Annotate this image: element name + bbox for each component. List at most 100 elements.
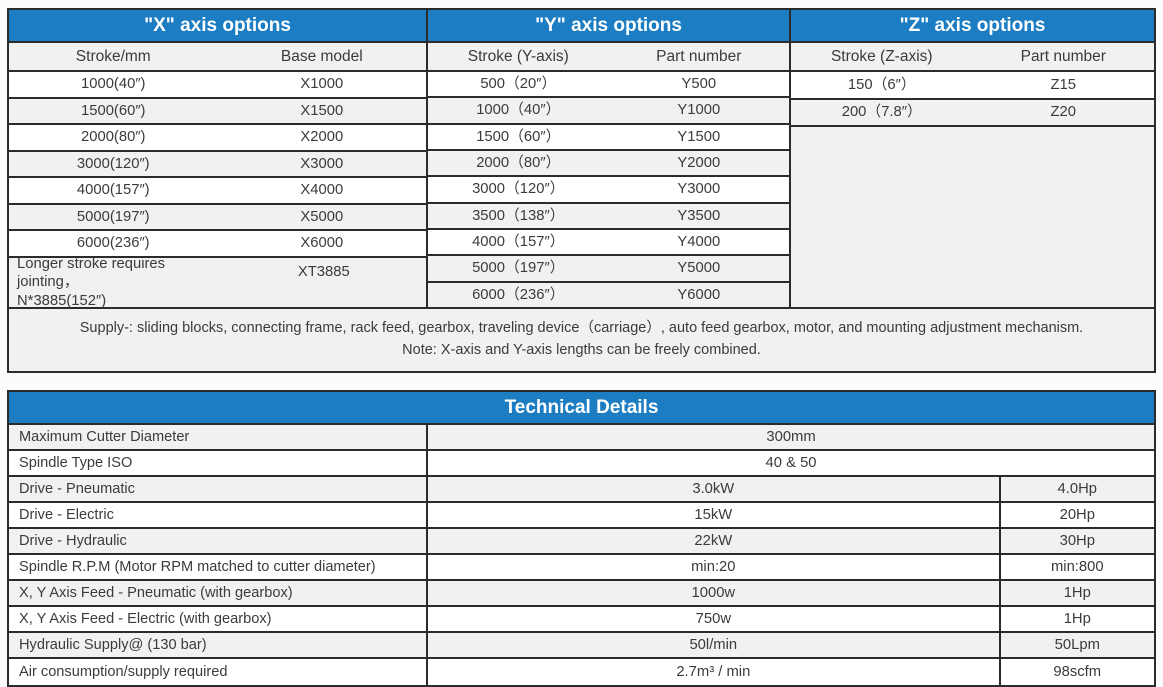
part-number-cell: Y3000 — [677, 181, 721, 198]
column-header-stroke: Stroke/mm — [75, 47, 151, 65]
tech-value-imperial: 50Lpm — [1054, 637, 1100, 653]
axis-row: 200（7.8″） Z20 — [791, 99, 1154, 128]
technical-details-title: Technical Details — [9, 392, 1154, 425]
stroke-cell: 2000（80″） — [476, 154, 561, 171]
part-number-cell: X6000 — [300, 235, 344, 252]
z-axis-options-table: "Z" axis options Stroke (Z-axis) Part nu… — [791, 10, 1154, 308]
tech-label: X, Y Axis Feed - Pneumatic (with gearbox… — [9, 581, 429, 605]
tech-value-metric: 15kW — [428, 503, 1001, 527]
tech-value-metric: 2.7m³ / min — [428, 659, 1001, 685]
tech-label: Drive - Pneumatic — [9, 477, 429, 501]
tech-row: X, Y Axis Feed - Pneumatic (with gearbox… — [9, 581, 1154, 607]
part-number-cell: Y1000 — [677, 102, 721, 119]
stroke-cell: 6000(236″) — [76, 235, 150, 252]
column-header-stroke: Stroke (Z-axis) — [830, 47, 933, 65]
axis-row: 3000（120″） Y3000 — [428, 177, 790, 204]
part-number-cell: X1500 — [300, 102, 344, 119]
part-number-cell: Y1500 — [677, 128, 721, 145]
axis-row: 1000（40″） Y1000 — [428, 98, 790, 125]
tech-value-imperial: min:800 — [1050, 559, 1104, 575]
part-number-cell: Y5000 — [677, 260, 721, 277]
tech-value-imperial: 20Hp — [1059, 507, 1095, 523]
stroke-cell: 5000（197″） — [472, 260, 565, 277]
tech-value-metric: 3.0kW — [428, 477, 1001, 501]
part-number-cell: Y3500 — [677, 207, 721, 224]
tech-value-metric: 1000w — [428, 581, 1001, 605]
axis-row: 1500(60″) X1500 — [9, 98, 427, 126]
stroke-cell: 150（6″） — [847, 76, 916, 93]
stroke-cell: 1500（60″） — [476, 128, 561, 145]
z-axis-column-header-row: Stroke (Z-axis) Part number — [791, 43, 1154, 72]
tech-value-imperial: 98scfm — [1053, 664, 1102, 680]
technical-details-section: Technical Details Maximum Cutter Diamete… — [7, 390, 1156, 687]
y-axis-column-header-row: Stroke (Y-axis) Part number — [428, 43, 790, 72]
tech-row: Drive - Electric 15kW 20Hp — [9, 503, 1154, 529]
axis-row: 3000(120″) X3000 — [9, 151, 427, 179]
y-axis-options-table: "Y" axis options Stroke (Y-axis) Part nu… — [428, 10, 792, 307]
tech-row: Air consumption/supply required 2.7m³ / m… — [9, 659, 1154, 685]
technical-details-rows: Maximum Cutter Diameter 300mm Spindle Type… — [9, 425, 1154, 685]
part-number-cell: Y4000 — [677, 233, 721, 250]
tech-value-metric: 750w — [428, 607, 1001, 631]
tech-row: Drive - Hydraulic 22kW 30Hp — [9, 529, 1154, 555]
stroke-cell: 3000(120″) — [76, 155, 150, 172]
tech-label: Air consumption/supply required — [9, 659, 429, 685]
tech-label: Hydraulic Supply@ (130 bar) — [9, 633, 429, 657]
axis-options-grid: "X" axis options Stroke/mm Base model 10… — [9, 10, 1154, 309]
part-number-cell: X2000 — [300, 129, 344, 146]
stroke-cell: 6000（236″） — [472, 286, 565, 303]
supply-note: Supply-: sliding blocks, connecting fram… — [9, 309, 1154, 371]
x-axis-rows: 1000(40″) X1000 1500(60″) X1500 2000(80″) X20… — [9, 72, 427, 309]
axis-row: 3500（138″） Y3500 — [428, 203, 790, 230]
empty-filler — [791, 127, 1154, 308]
supply-note-line2: Note: X-axis and Y-axis lengths can be f… — [402, 342, 761, 358]
stroke-cell: 4000（157″） — [472, 233, 565, 250]
y-axis-table-title: "Y" axis options — [428, 10, 790, 43]
part-number-cell: X3000 — [300, 155, 344, 172]
part-number-cell: XT3885 — [297, 263, 350, 280]
column-header-stroke: Stroke (Y-axis) — [467, 47, 569, 65]
stroke-cell: 1000（40″） — [476, 102, 561, 119]
stroke-cell: 4000(157″) — [76, 182, 150, 199]
tech-label: X, Y Axis Feed - Electric (with gearbox) — [9, 607, 429, 631]
part-number-cell: X4000 — [300, 182, 344, 199]
tech-value-metric: 50l/min — [428, 633, 1001, 657]
axis-row: 2000(80″) X2000 — [9, 125, 427, 152]
tech-label: Spindle R.P.M (Motor RPM matched to cutt… — [9, 555, 429, 579]
column-header-base-model: Base model — [280, 47, 363, 65]
tech-row: Maximum Cutter Diameter 300mm — [9, 425, 1154, 451]
axis-row: 1500（60″） Y1500 — [428, 124, 790, 151]
part-number-cell: Y500 — [681, 75, 717, 92]
y-axis-rows: 500（20″） Y500 1000（40″） Y1000 1500（60″） Y1500… — [428, 72, 790, 307]
stroke-cell: Longer stroke requires jointing， N*3885(… — [17, 255, 166, 309]
tech-label: Maximum Cutter Diameter — [9, 425, 429, 449]
tech-row: Spindle Type ISO 40 & 50 — [9, 451, 1154, 477]
axis-row: 500（20″） Y500 — [428, 72, 790, 99]
axis-row: 5000（197″） Y5000 — [428, 256, 790, 283]
part-number-cell: X1000 — [300, 76, 344, 93]
axis-options-section: "X" axis options Stroke/mm Base model 10… — [7, 8, 1156, 373]
tech-row: Drive - Pneumatic 3.0kW 4.0Hp — [9, 477, 1154, 503]
part-number-cell: Z15 — [1050, 76, 1077, 93]
stroke-cell: 1500(60″) — [81, 102, 146, 119]
z-axis-table-title: "Z" axis options — [791, 10, 1154, 43]
stroke-cell: 3500（138″） — [472, 207, 565, 224]
x-axis-table-title: "X" axis options — [9, 10, 427, 43]
column-header-part-number: Part number — [1020, 47, 1106, 65]
tech-value: 40 & 50 — [765, 455, 817, 471]
x-axis-column-header-row: Stroke/mm Base model — [9, 43, 427, 72]
axis-row: 5000(197″) X5000 — [9, 204, 427, 232]
axis-row: 2000（80″） Y2000 — [428, 150, 790, 178]
stroke-cell: 200（7.8″） — [841, 104, 922, 121]
axis-row: Longer stroke requires jointing， N*3885(… — [9, 255, 427, 309]
tech-value-metric: 22kW — [428, 529, 1001, 553]
axis-row: 6000（236″） Y6000 — [428, 282, 790, 307]
part-number-cell: X5000 — [300, 208, 344, 225]
supply-note-line1: Supply-: sliding blocks, connecting fram… — [79, 320, 1084, 337]
z-axis-rows: 150（6″） Z15 200（7.8″） Z20 — [791, 72, 1154, 308]
part-number-cell: Y2000 — [677, 154, 721, 171]
part-number-cell: Z20 — [1050, 104, 1077, 121]
tech-value-imperial: 30Hp — [1059, 533, 1095, 549]
tech-value-metric: min:20 — [428, 555, 1001, 579]
